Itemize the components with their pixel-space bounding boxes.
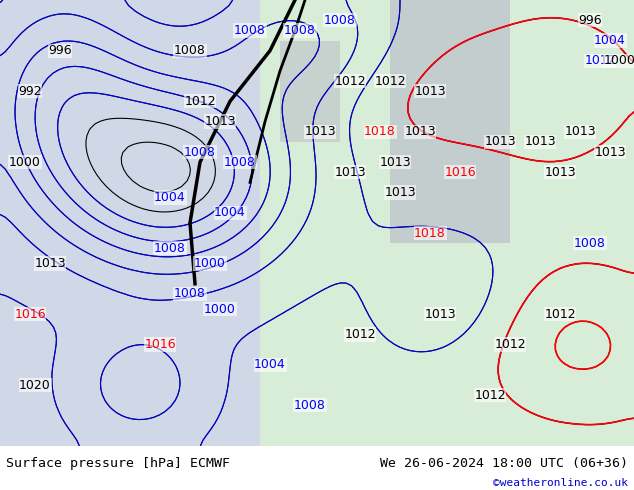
Text: 1012: 1012 [544,308,576,320]
Text: 1016: 1016 [144,338,176,351]
Text: 1004: 1004 [254,358,286,371]
Text: 1012: 1012 [334,74,366,88]
Text: 1012: 1012 [474,389,506,402]
Text: 1013: 1013 [34,257,66,270]
Text: 1013: 1013 [334,166,366,179]
Text: 1012: 1012 [584,54,616,67]
Text: 1000: 1000 [604,54,634,67]
Text: 1013: 1013 [204,115,236,128]
Text: 1012: 1012 [374,74,406,88]
Text: 1016: 1016 [14,308,46,320]
Text: 1013: 1013 [564,125,596,138]
Text: 1000: 1000 [9,156,41,169]
Text: 1008: 1008 [234,24,266,37]
Text: 1008: 1008 [324,14,356,27]
Text: 1012: 1012 [344,328,376,341]
Text: 1020: 1020 [19,379,51,392]
Text: 1013: 1013 [379,156,411,169]
Text: 1013: 1013 [304,125,336,138]
Text: 1013: 1013 [414,85,446,98]
Text: 1004: 1004 [594,34,626,47]
FancyBboxPatch shape [0,0,260,446]
Text: We 26-06-2024 18:00 UTC (06+36): We 26-06-2024 18:00 UTC (06+36) [380,457,628,470]
Text: 1013: 1013 [594,146,626,158]
Text: 1008: 1008 [184,146,216,158]
Text: 1018: 1018 [414,226,446,240]
Text: 1013: 1013 [384,186,416,199]
Text: Surface pressure [hPa] ECMWF: Surface pressure [hPa] ECMWF [6,457,230,470]
Text: 1004: 1004 [154,191,186,204]
Text: 996: 996 [578,14,602,27]
Text: 1013: 1013 [484,135,516,148]
Text: 1008: 1008 [574,237,606,250]
Text: 1008: 1008 [174,44,206,57]
Text: 996: 996 [48,44,72,57]
FancyBboxPatch shape [250,0,634,446]
Text: 1013: 1013 [424,308,456,320]
Text: 1018: 1018 [364,125,396,138]
Text: 1013: 1013 [544,166,576,179]
Text: 1013: 1013 [524,135,556,148]
Text: 1012: 1012 [494,338,526,351]
Text: 1008: 1008 [174,288,206,300]
Text: ©weatheronline.co.uk: ©weatheronline.co.uk [493,478,628,488]
Text: 1008: 1008 [224,156,256,169]
Text: 1008: 1008 [154,242,186,255]
Text: 1004: 1004 [214,206,246,220]
Text: 1012: 1012 [184,95,216,108]
Text: 1000: 1000 [194,257,226,270]
Text: 1000: 1000 [204,303,236,316]
Text: 1008: 1008 [294,399,326,412]
Text: 992: 992 [18,85,42,98]
Text: 1013: 1013 [404,125,436,138]
Text: 1008: 1008 [284,24,316,37]
Text: 1016: 1016 [444,166,476,179]
FancyBboxPatch shape [390,0,510,243]
FancyBboxPatch shape [280,41,340,142]
